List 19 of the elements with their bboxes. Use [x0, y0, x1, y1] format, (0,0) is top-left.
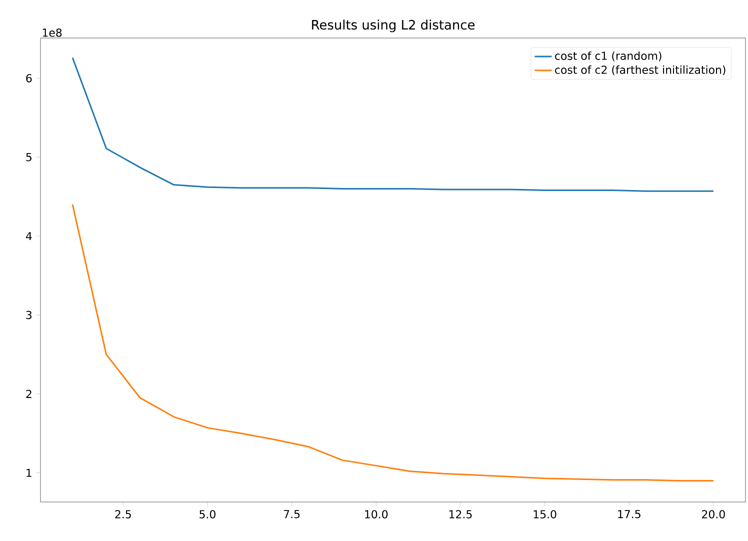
y-tick-label: 3: [26, 310, 32, 320]
legend-label: cost of c2 (farthest initilization): [555, 65, 726, 76]
y-tick-label: 5: [26, 153, 32, 162]
x-tick-label: 15.0: [534, 510, 556, 518]
x-tick-label: 2.5: [115, 510, 131, 518]
x-tick-label: 12.5: [449, 510, 472, 518]
x-tick-label: 7.5: [284, 510, 300, 518]
y-tick-label: 1: [26, 468, 32, 477]
x-tick-label: 17.5: [618, 510, 640, 518]
legend-label: cost of c1 (random): [555, 51, 662, 62]
y-tick-label: 6: [26, 74, 32, 82]
chart-title: Results using L2 distance: [312, 20, 475, 32]
x-tick-label: 10.0: [365, 510, 388, 518]
y-tick-label: 4: [26, 232, 32, 240]
text: 1e8: [42, 28, 62, 37]
y-tick-label: 2: [26, 390, 32, 398]
x-tick-label: 20.0: [702, 510, 725, 518]
x-tick-label: 5.0: [200, 510, 216, 518]
line-series: [72, 204, 714, 482]
